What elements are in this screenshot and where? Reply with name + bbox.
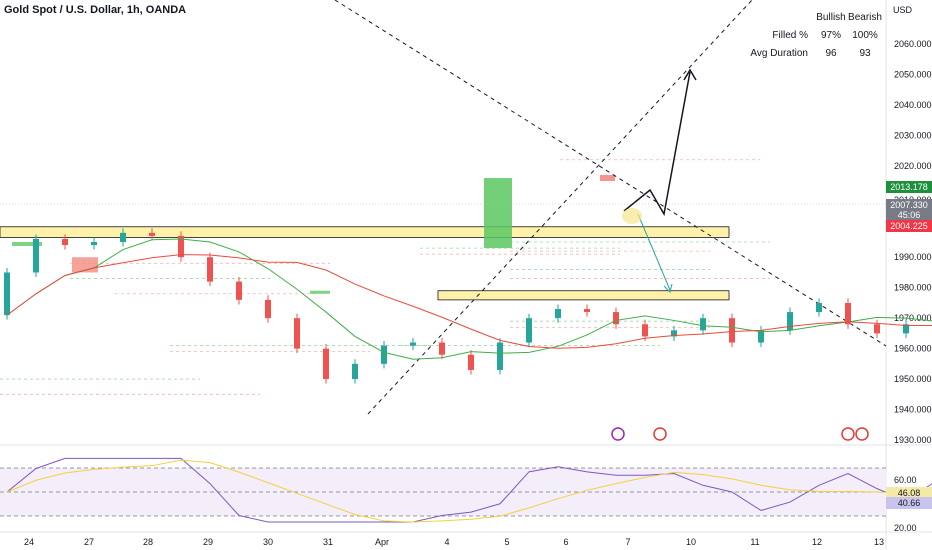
stats-cell: 93	[859, 47, 871, 59]
candle-body	[4, 272, 10, 316]
x-tick-label: Apr	[375, 537, 389, 547]
stats-cell: 97%	[820, 29, 841, 41]
bullish-fvg-box	[12, 242, 42, 246]
y-tick-label: 1960.000	[894, 344, 932, 354]
y-tick-label: 1970.000	[894, 313, 932, 323]
event-flag-icon	[855, 427, 869, 441]
price-tag-lower: 2004.225	[886, 220, 932, 232]
x-tick-label: 6	[563, 537, 568, 547]
stats-cell: 100%	[852, 29, 878, 41]
candle-body	[33, 238, 39, 273]
candle-body	[468, 354, 474, 370]
candle-body	[671, 330, 677, 337]
candle-body	[91, 242, 97, 246]
event-flag-icon	[841, 427, 855, 441]
y-tick-label: 2060.000	[894, 39, 932, 49]
candle-body	[816, 302, 822, 313]
candle-body	[903, 324, 909, 334]
candle-body	[874, 324, 880, 334]
rsi-tag-yellow: 46.08	[886, 487, 932, 499]
projection-down-arrowhead	[663, 283, 673, 293]
candle-body	[236, 281, 242, 300]
price-tag-countdown: 45:06	[886, 209, 932, 221]
bullish-fvg-box	[310, 290, 330, 294]
candle-body	[613, 312, 619, 325]
y-tick-label: 2030.000	[894, 130, 932, 140]
candle-body	[555, 309, 561, 319]
candle-body	[845, 302, 851, 325]
projection-up-path	[623, 71, 691, 217]
rsi-tick-label: 20.00	[894, 523, 917, 533]
event-flag-icon	[611, 427, 625, 441]
candle-body	[381, 345, 387, 364]
bearish-fvg-box	[600, 174, 615, 181]
x-tick-label: 5	[504, 537, 509, 547]
rsi-ma-line	[6, 459, 932, 523]
target-highlight	[622, 208, 642, 224]
x-tick-label: 29	[203, 537, 213, 547]
candle-body	[410, 342, 416, 346]
candle-body	[149, 232, 155, 236]
candle-body	[352, 363, 358, 380]
y-tick-label: 1950.000	[894, 374, 932, 384]
candle-body	[642, 324, 648, 337]
rsi-tick-label: 60.00	[894, 475, 917, 485]
price-tag-current: 2007.330	[886, 199, 932, 211]
candle-body	[497, 342, 503, 370]
stats-col-bullish: Bullish	[816, 11, 846, 23]
y-tick-label: 1990.000	[894, 252, 932, 262]
candle-body	[207, 257, 213, 282]
candle-body	[584, 309, 590, 313]
rsi-tag-purple: 40.66	[886, 497, 932, 509]
y-tick-label: 1940.000	[894, 405, 932, 415]
candle-body	[265, 299, 271, 319]
candle-body	[439, 342, 445, 355]
stats-row-label: Avg Duration	[750, 47, 808, 59]
x-tick-label: 31	[323, 537, 333, 547]
x-tick-label: 11	[750, 537, 759, 547]
stats-table: Bullish Bearish Filled % 97% 100% Avg Du…	[748, 8, 882, 62]
x-tick-label: 7	[625, 537, 630, 547]
y-tick-label: 2050.000	[894, 69, 932, 79]
x-tick-label: 27	[84, 537, 94, 547]
ma-fast-line	[6, 238, 932, 360]
x-tick-label: 10	[686, 537, 696, 547]
candle-body	[178, 235, 184, 258]
projection-down-path	[637, 213, 671, 291]
y-tick-label: 1930.000	[894, 435, 932, 445]
x-tick-label: 4	[444, 537, 449, 547]
stats-cell: 96	[825, 47, 837, 59]
ascending-trendline	[367, 0, 753, 415]
y-tick-label: 2040.000	[894, 100, 932, 110]
x-tick-label: 24	[24, 537, 34, 547]
candle-body	[323, 348, 329, 380]
currency-label: USD	[893, 5, 913, 15]
candle-body	[526, 318, 532, 343]
chart-title: Gold Spot / U.S. Dollar, 1h, OANDA	[4, 4, 187, 16]
stats-col-bearish: Bearish	[848, 11, 882, 23]
support-zone	[437, 290, 730, 301]
y-tick-label: 2020.000	[894, 161, 932, 171]
candle-body	[120, 232, 126, 242]
candle-body	[294, 318, 300, 349]
stats-row-label: Filled %	[772, 29, 808, 41]
bullish-fvg-box	[484, 178, 512, 249]
price-tag-upper: 2013.178	[886, 181, 932, 193]
x-tick-label: 13	[874, 537, 884, 547]
candle-body	[700, 318, 706, 331]
candle-body	[62, 238, 68, 246]
event-flag-icon	[653, 427, 667, 441]
ma-slow-line	[6, 254, 932, 349]
support-zone	[0, 226, 730, 238]
rsi-line	[6, 457, 932, 523]
candle-body	[758, 330, 764, 343]
y-tick-label: 1980.000	[894, 283, 932, 293]
x-tick-label: 30	[263, 537, 273, 547]
x-tick-label: 28	[143, 537, 153, 547]
candle-body	[729, 318, 735, 343]
x-tick-label: 12	[812, 537, 822, 547]
candle-body	[787, 312, 793, 331]
projection-up-arrowhead	[683, 68, 697, 81]
